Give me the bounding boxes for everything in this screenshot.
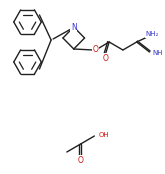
Text: NH: NH	[152, 50, 163, 56]
Text: NH₂: NH₂	[146, 31, 159, 37]
Text: O: O	[102, 54, 108, 63]
Text: OH: OH	[98, 132, 109, 138]
Text: O: O	[92, 45, 98, 54]
Text: O: O	[78, 156, 83, 165]
Text: N: N	[71, 22, 77, 31]
